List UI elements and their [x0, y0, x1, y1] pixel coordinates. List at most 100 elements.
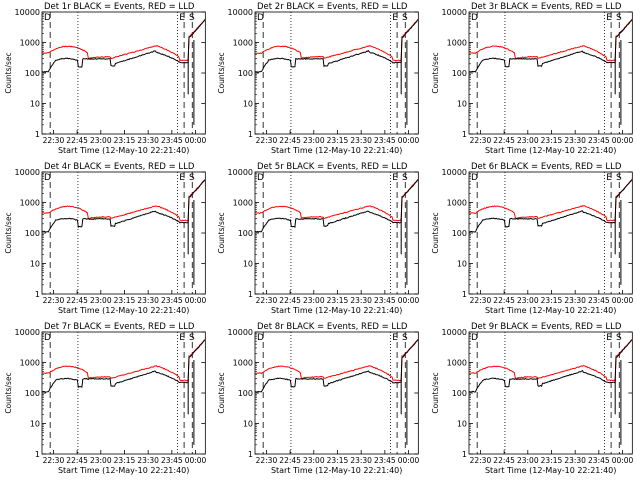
- detector-chart-8: Det 8r BLACK = Events, RED = LLD 1 10 100 10…: [217, 322, 420, 475]
- y-tick-label: 1000: [20, 39, 40, 48]
- x-tick-label: 23:30: [137, 136, 159, 145]
- y-tick-label: 100: [451, 389, 466, 398]
- y-tick-label: 100: [238, 389, 253, 398]
- y-tick-label: 10000: [441, 168, 466, 177]
- annotation-label: S: [616, 333, 622, 343]
- x-axis-label: Start Time (12-May-10 22:21:40): [485, 466, 616, 475]
- annotation-label: E: [179, 333, 185, 343]
- annotation-label: S: [616, 173, 622, 183]
- chart-title: Det 9r BLACK = Events, RED = LLD: [471, 322, 622, 332]
- x-tick-label: 22:45: [280, 136, 302, 145]
- x-axis-label: Start Time (12-May-10 22:21:40): [58, 146, 189, 155]
- plot-frame: [254, 331, 420, 455]
- x-tick-label: 23:15: [114, 456, 136, 465]
- series-line-events: [468, 18, 633, 73]
- x-tick-label: 23:30: [351, 296, 373, 305]
- x-tick-label: 00:00: [398, 136, 420, 145]
- y-tick-label: 10: [456, 420, 466, 429]
- y-tick-label: 100: [451, 69, 466, 78]
- y-axis-label: Counts/sec: [217, 212, 226, 253]
- series-line-events: [255, 338, 420, 393]
- x-tick-label: 23:45: [588, 456, 610, 465]
- x-tick-label: 00:00: [611, 296, 633, 305]
- y-tick-label: 1000: [446, 199, 466, 208]
- y-tick-label: 1: [248, 290, 253, 299]
- y-tick-label: 1000: [20, 199, 40, 208]
- chart-title: Det 7r BLACK = Events, RED = LLD: [44, 322, 195, 332]
- x-tick-label: 23:00: [303, 136, 325, 145]
- y-tick-label: 1000: [446, 39, 466, 48]
- x-tick-label: 23:30: [137, 456, 159, 465]
- y-tick-label: 10000: [15, 8, 40, 17]
- plot-frame: [468, 11, 633, 135]
- y-tick-label: 1: [248, 450, 253, 459]
- x-tick-label: 23:15: [540, 296, 562, 305]
- y-axis-label: Counts/sec: [4, 52, 13, 93]
- chart-title: Det 1r BLACK = Events, RED = LLD: [44, 2, 195, 12]
- x-tick-label: 22:30: [469, 296, 491, 305]
- chart-title: Det 5r BLACK = Events, RED = LLD: [257, 162, 408, 172]
- y-tick-label: 10000: [15, 328, 40, 337]
- annotation-label: S: [402, 13, 408, 23]
- x-tick-label: 23:15: [327, 296, 349, 305]
- y-tick-label: 1: [462, 290, 467, 299]
- x-tick-label: 23:30: [564, 456, 586, 465]
- series-line-lld: [255, 18, 420, 62]
- x-tick-label: 23:15: [540, 136, 562, 145]
- series-line-events: [255, 19, 419, 73]
- series-line-events: [41, 18, 206, 73]
- y-tick-label: 1: [35, 130, 40, 139]
- series-line-lld: [468, 338, 633, 382]
- annotation-label: S: [189, 173, 195, 183]
- y-tick-label: 10000: [441, 8, 466, 17]
- detector-chart-3: Det 3r BLACK = Events, RED = LLD 1 10 100 10…: [431, 2, 634, 155]
- x-tick-label: 22:45: [66, 456, 88, 465]
- y-tick-label: 1: [462, 450, 467, 459]
- annotation-label: E: [393, 173, 399, 183]
- x-tick-label: 00:00: [611, 136, 633, 145]
- annotation-label: D: [471, 13, 478, 23]
- x-tick-label: 23:45: [374, 136, 396, 145]
- series-line-events: [468, 339, 633, 393]
- annotation-label: E: [606, 13, 612, 23]
- plot-frame: [41, 11, 206, 135]
- detector-chart-4: Det 4r BLACK = Events, RED = LLD 1 10 100 10…: [4, 162, 207, 315]
- x-axis-label: Start Time (12-May-10 22:21:40): [58, 306, 189, 315]
- series-line-lld: [255, 338, 420, 382]
- x-axis-label: Start Time (12-May-10 22:21:40): [485, 306, 616, 315]
- x-tick-label: 00:00: [185, 296, 207, 305]
- x-tick-label: 22:30: [43, 456, 65, 465]
- x-tick-label: 23:15: [540, 456, 562, 465]
- x-tick-label: 23:30: [564, 296, 586, 305]
- annotation-label: D: [471, 333, 478, 343]
- y-tick-label: 1: [462, 130, 467, 139]
- y-tick-label: 10: [456, 260, 466, 269]
- y-tick-label: 10: [30, 100, 40, 109]
- y-tick-label: 1000: [446, 359, 466, 368]
- y-tick-label: 10000: [15, 168, 40, 177]
- y-tick-label: 100: [238, 229, 253, 238]
- x-tick-label: 23:15: [114, 136, 136, 145]
- plot-frame: [254, 171, 420, 295]
- y-tick-label: 100: [25, 229, 40, 238]
- annotation-label: E: [179, 13, 185, 23]
- y-tick-label: 1000: [233, 199, 253, 208]
- x-tick-label: 23:45: [374, 296, 396, 305]
- x-tick-label: 23:15: [327, 456, 349, 465]
- plot-frame: [41, 331, 206, 455]
- x-tick-label: 22:30: [256, 296, 278, 305]
- x-tick-label: 00:00: [398, 456, 420, 465]
- series-line-lld: [41, 179, 206, 222]
- detector-chart-9: Det 9r BLACK = Events, RED = LLD 1 10 100 10…: [431, 322, 634, 475]
- series-line-lld: [468, 178, 633, 222]
- x-tick-label: 23:15: [327, 136, 349, 145]
- plot-frame: [468, 171, 633, 295]
- x-tick-label: 23:00: [90, 456, 112, 465]
- series-line-lld: [41, 19, 206, 62]
- x-tick-label: 22:45: [493, 456, 515, 465]
- x-tick-label: 23:45: [374, 456, 396, 465]
- y-tick-label: 10000: [441, 328, 466, 337]
- chart-title: Det 4r BLACK = Events, RED = LLD: [44, 162, 195, 172]
- x-tick-label: 23:00: [303, 296, 325, 305]
- y-tick-label: 1: [35, 290, 40, 299]
